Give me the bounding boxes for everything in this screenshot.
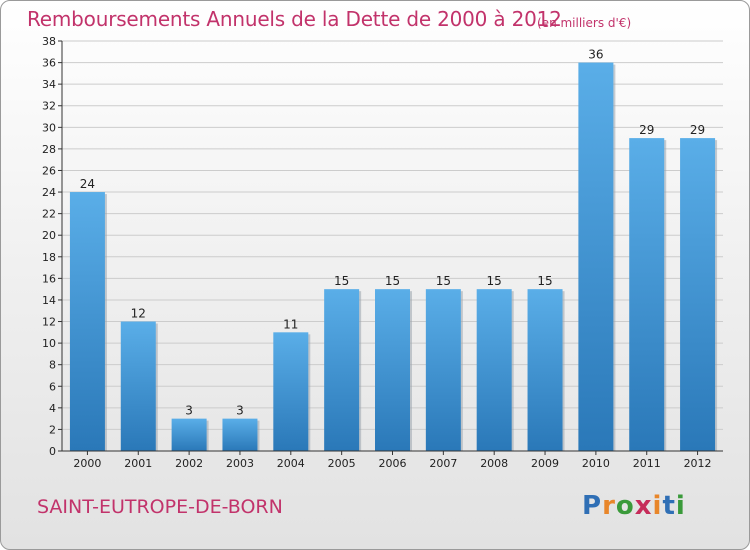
- x-axis-ticks: 2000 2001 2002 2003 2004 2005 2006 2007 2008 2009…: [73, 451, 712, 470]
- y-tick-label: 14: [42, 294, 56, 307]
- bar: [680, 138, 716, 451]
- bar: [375, 289, 410, 451]
- data-label: 3: [185, 404, 193, 418]
- data-label: 15: [436, 274, 451, 288]
- data-label: 15: [487, 274, 502, 288]
- y-tick-label: 36: [42, 57, 56, 70]
- data-label: 3: [236, 404, 244, 418]
- bars: [69, 62, 718, 452]
- bar: [171, 418, 207, 451]
- logo-letter: r: [602, 491, 616, 521]
- chart-subtitle: (en milliers d'€): [537, 16, 632, 30]
- x-tick-label: 2010: [582, 457, 610, 470]
- logo-letter: x: [634, 491, 653, 521]
- logo-letter: o: [615, 491, 635, 521]
- y-tick-label: 32: [42, 100, 56, 113]
- commune-name: SAINT-EUTROPE-DE-BORN: [37, 496, 283, 518]
- x-tick-label: 2002: [175, 457, 203, 470]
- bar: [324, 289, 360, 451]
- axes: [61, 41, 723, 452]
- y-tick-label: 0: [49, 445, 56, 458]
- data-label: 29: [639, 123, 654, 137]
- data-label: 11: [283, 317, 298, 331]
- y-tick-label: 34: [42, 78, 56, 91]
- value-labels: 24 12 3 3 11 15 15 15 15 15 36 29 29: [80, 48, 705, 418]
- bar: [222, 418, 258, 451]
- bar: [476, 289, 512, 451]
- x-tick-label: 2006: [379, 457, 407, 470]
- bar: [69, 192, 105, 452]
- logo-letter: i: [652, 491, 663, 521]
- bar: [629, 138, 665, 451]
- bar: [273, 332, 309, 451]
- x-tick-label: 2001: [124, 457, 152, 470]
- x-tick-label: 2007: [429, 457, 457, 470]
- data-label: 12: [131, 307, 146, 321]
- bar: [425, 289, 461, 451]
- data-label: 36: [588, 48, 603, 62]
- y-tick-label: 16: [42, 272, 56, 285]
- chart-title: Remboursements Annuels de la Dette de 20…: [27, 7, 562, 31]
- x-tick-label: 2009: [531, 457, 559, 470]
- x-tick-label: 2011: [633, 457, 661, 470]
- y-tick-label: 20: [42, 229, 56, 242]
- x-tick-label: 2000: [73, 457, 101, 470]
- proxiti-logo: Proxiti: [582, 491, 686, 521]
- data-label: 15: [334, 274, 349, 288]
- y-tick-label: 8: [49, 359, 56, 372]
- x-tick-label: 2004: [277, 457, 305, 470]
- bar: [578, 62, 614, 451]
- x-tick-label: 2003: [226, 457, 254, 470]
- y-tick-label: 12: [42, 316, 56, 329]
- y-tick-label: 38: [42, 35, 56, 48]
- bar: [527, 289, 563, 451]
- logo-letter: i: [675, 491, 686, 521]
- y-tick-label: 6: [49, 380, 56, 393]
- logo-letter: t: [662, 491, 676, 521]
- y-tick-label: 2: [49, 423, 56, 436]
- y-tick-label: 28: [42, 143, 56, 156]
- y-tick-label: 18: [42, 251, 56, 264]
- y-tick-label: 10: [42, 337, 56, 350]
- y-tick-label: 22: [42, 208, 56, 221]
- data-label: 15: [385, 274, 400, 288]
- bar: [120, 321, 156, 451]
- logo-letter: P: [582, 491, 603, 521]
- data-label: 29: [690, 123, 705, 137]
- x-tick-label: 2008: [480, 457, 508, 470]
- y-tick-label: 24: [42, 186, 56, 199]
- data-label: 24: [80, 177, 95, 191]
- y-tick-label: 4: [49, 402, 56, 415]
- x-tick-label: 2012: [684, 457, 712, 470]
- x-tick-label: 2005: [328, 457, 356, 470]
- data-label: 15: [537, 274, 552, 288]
- y-tick-label: 26: [42, 164, 56, 177]
- y-tick-label: 30: [42, 121, 56, 134]
